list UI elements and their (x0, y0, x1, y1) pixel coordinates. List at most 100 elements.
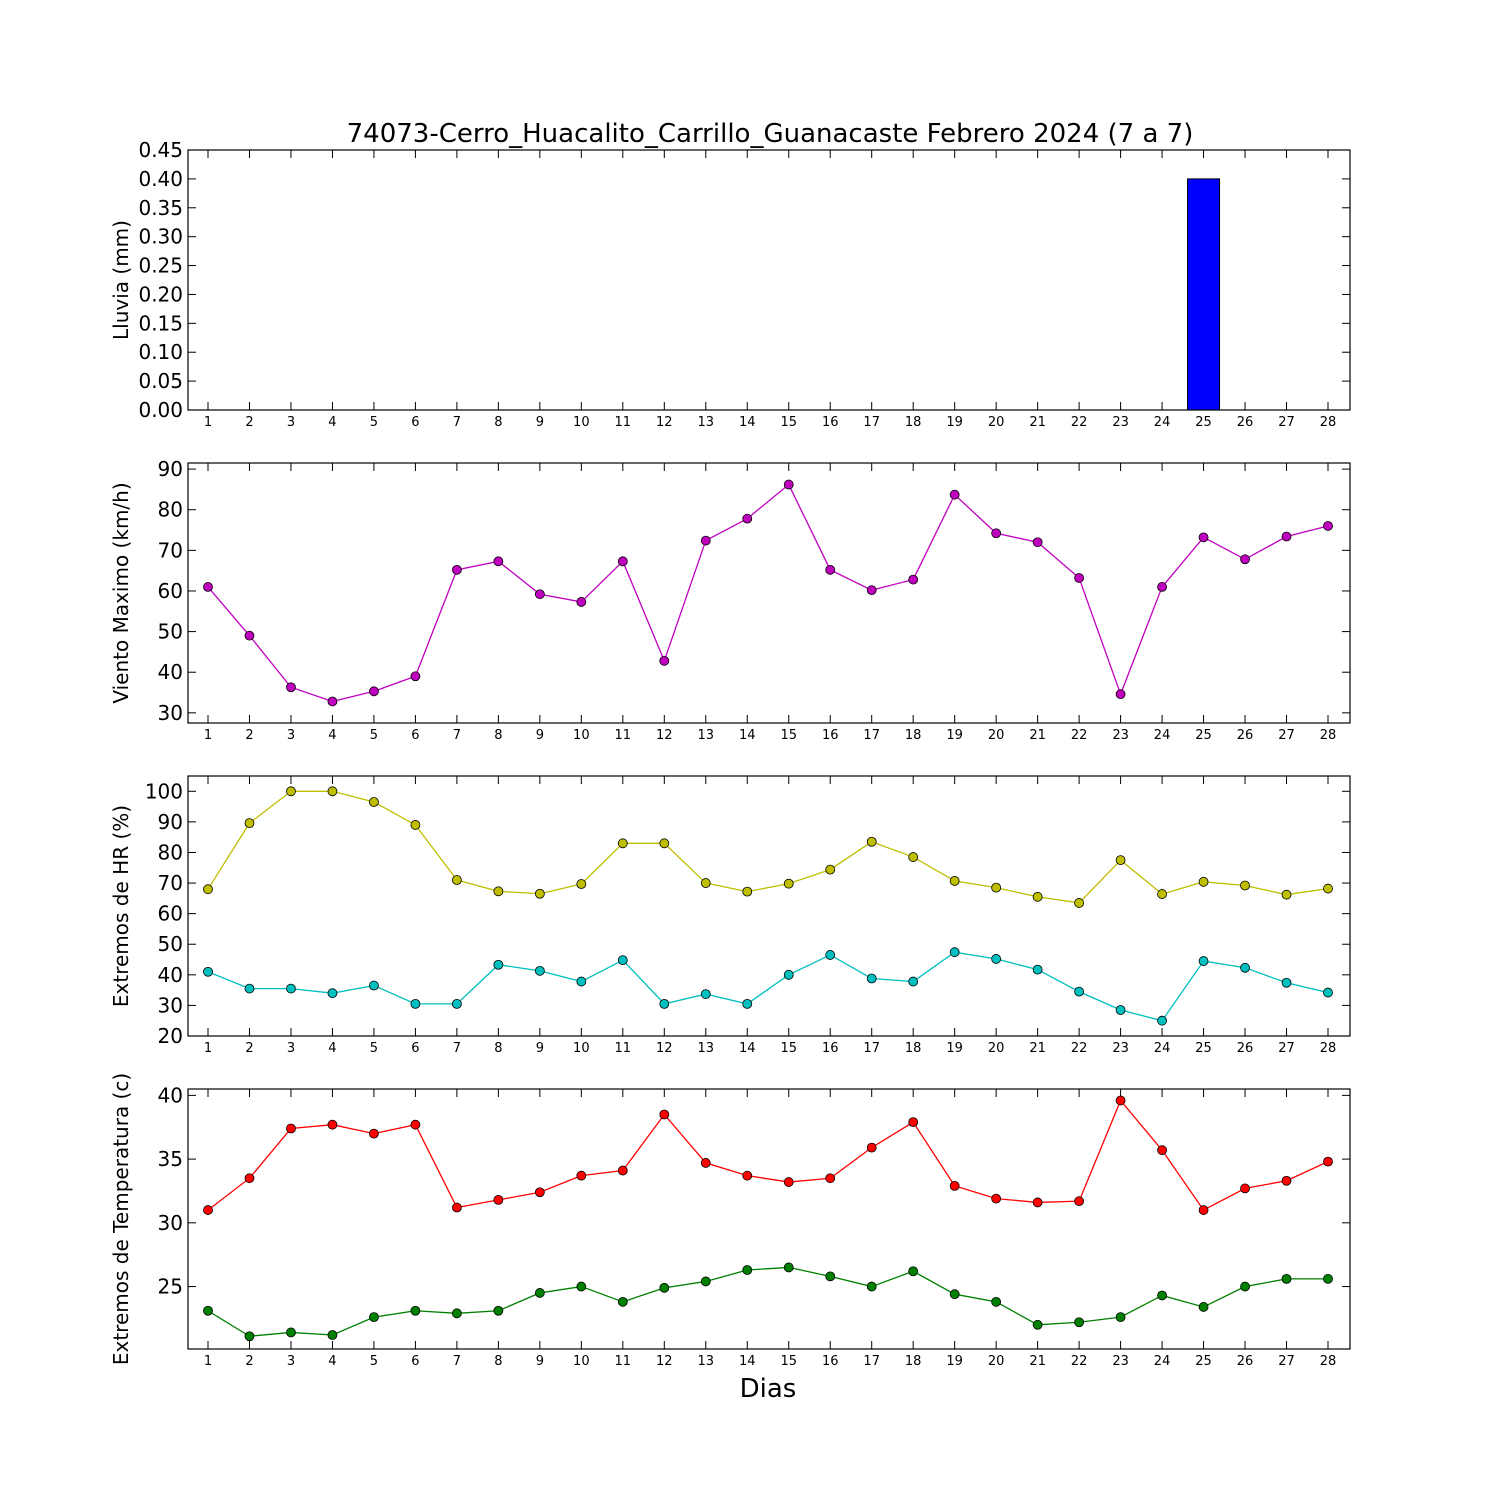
x-tick-label: 6 (411, 1354, 419, 1369)
y-tick-label: 0.15 (138, 311, 183, 335)
x-tick-label: 22 (1071, 728, 1088, 743)
x-tick-label: 28 (1320, 728, 1337, 743)
data-point (451, 564, 462, 575)
data-point (742, 1265, 753, 1275)
data-point (327, 696, 338, 707)
data-point (1240, 554, 1250, 565)
y-axis-label: Extremos de HR (%) (109, 805, 133, 1007)
x-tick-label: 18 (905, 728, 922, 743)
x-tick-label: 22 (1071, 1354, 1088, 1369)
x-tick-label: 25 (1195, 1041, 1212, 1056)
data-point (286, 1123, 296, 1134)
data-point (1157, 1145, 1167, 1156)
x-tick-label: 17 (863, 1041, 880, 1056)
data-point (203, 582, 213, 592)
x-tick-label: 13 (698, 1041, 715, 1056)
x-tick-label: 6 (411, 728, 419, 743)
data-point (949, 1289, 960, 1300)
x-tick-label: 22 (1071, 415, 1088, 430)
x-tick-label: 7 (453, 1041, 461, 1056)
y-tick-label: 90 (158, 810, 183, 834)
data-point (783, 479, 794, 490)
x-tick-label: 3 (287, 415, 295, 430)
x-tick-label: 16 (822, 1354, 839, 1369)
x-tick-label: 2 (245, 1354, 253, 1369)
series-line-1 (207, 1099, 1329, 1211)
data-point (1198, 876, 1209, 887)
y-tick-label: 80 (158, 840, 183, 864)
x-tick-label: 16 (822, 728, 839, 743)
x-tick-label: 5 (370, 728, 378, 743)
x-tick-label: 1 (204, 1041, 212, 1056)
x-tick-label: 26 (1237, 415, 1254, 430)
x-tick-label: 8 (494, 728, 502, 743)
x-tick-label: 12 (656, 1041, 673, 1056)
x-tick-label: 16 (822, 1041, 839, 1056)
x-tick-label: 2 (245, 415, 253, 430)
x-tick-label: 27 (1278, 1041, 1295, 1056)
x-tick-label: 25 (1195, 415, 1212, 430)
data-point (825, 564, 836, 575)
x-tick-label: 23 (1112, 1354, 1129, 1369)
data-point (244, 1331, 255, 1342)
x-tick-label: 9 (536, 728, 544, 743)
x-tick-label: 19 (946, 415, 963, 430)
data-point (244, 630, 255, 641)
x-tick-label: 3 (287, 1354, 295, 1369)
x-tick-label: 13 (698, 1354, 715, 1369)
data-point (1281, 531, 1292, 542)
x-tick-label: 7 (453, 728, 461, 743)
data-point (659, 1282, 670, 1293)
x-tick-label: 15 (780, 1354, 797, 1369)
y-tick-label: 0.45 (138, 138, 183, 162)
data-point (783, 878, 794, 889)
data-point (451, 1308, 462, 1319)
data-point (410, 671, 421, 682)
data-point (866, 1142, 877, 1153)
data-point (451, 875, 462, 885)
x-tick-label: 8 (494, 1041, 502, 1056)
data-point (1323, 987, 1333, 998)
y-axis-label: Viento Maximo (km/h) (109, 482, 133, 703)
data-point (991, 882, 1002, 893)
x-tick-label: 21 (1029, 728, 1046, 743)
data-point (991, 528, 1002, 539)
data-point (866, 1281, 877, 1292)
data-point (783, 1177, 794, 1187)
subplot-1: Lluvia (mm) 0.00 0.05 0.10 0.15 0.20 0.25 0.30 0… (109, 138, 1351, 430)
data-point (617, 838, 628, 849)
data-point (1157, 1290, 1167, 1301)
x-tick-label: 7 (453, 415, 461, 430)
chart-title: 74073-Cerro_Huacalito_Carrillo_Guanacast… (347, 119, 1194, 149)
x-tick-label: 12 (656, 1354, 673, 1369)
data-point (576, 597, 587, 607)
data-point (410, 820, 421, 830)
series-line-1 (207, 483, 1329, 703)
series-line-2 (207, 951, 1329, 1022)
series-line-2 (207, 1266, 1328, 1337)
x-tick-label: 5 (370, 1354, 378, 1369)
data-point (825, 864, 836, 875)
y-tick-label: 50 (158, 932, 183, 956)
data-point (825, 1271, 836, 1282)
data-point (493, 1305, 504, 1316)
data-point (534, 965, 545, 976)
data-point (617, 1296, 628, 1307)
data-point (369, 686, 379, 697)
data-point (576, 976, 587, 987)
x-tick-label: 24 (1154, 415, 1171, 430)
x-tick-label: 4 (328, 1041, 336, 1056)
data-point (949, 489, 960, 500)
x-tick-label: 14 (739, 1041, 756, 1056)
x-tick-label: 18 (905, 1354, 922, 1369)
data-point (1323, 883, 1333, 894)
data-point (410, 998, 421, 1009)
data-point (700, 1158, 711, 1168)
data-point (1240, 1183, 1250, 1194)
data-point (742, 1170, 753, 1181)
data-point (1198, 956, 1209, 966)
y-tick-label: 40 (158, 1083, 183, 1107)
x-tick-label: 20 (988, 1041, 1005, 1056)
